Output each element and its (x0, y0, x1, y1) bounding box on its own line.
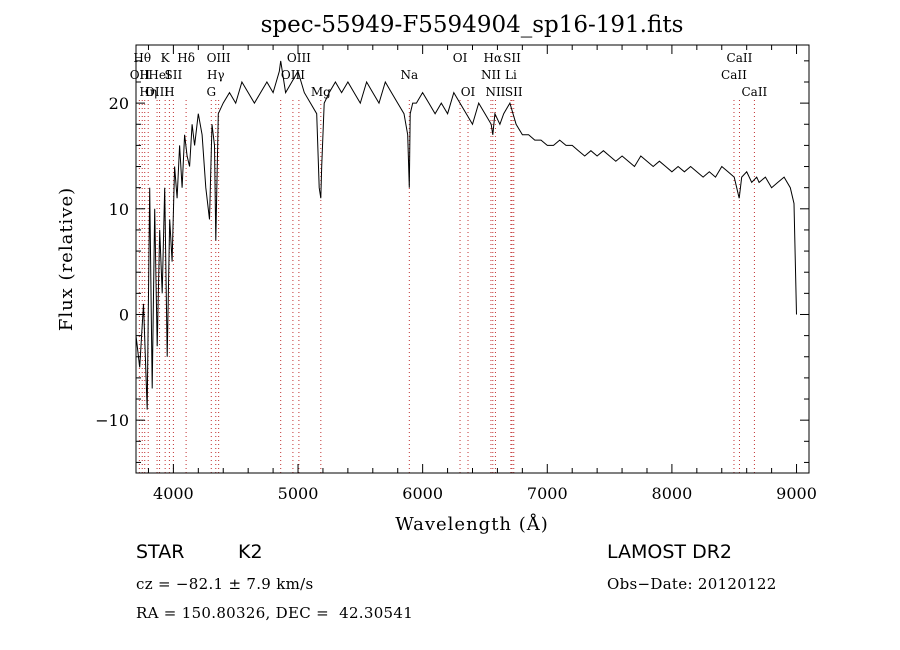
y-axis-label: Flux (relative) (56, 187, 77, 331)
line-label: Hη (139, 85, 157, 99)
line-label: HeI (148, 68, 171, 82)
line-label: G (206, 85, 216, 99)
line-label: NII (481, 68, 501, 82)
line-label: OII (130, 68, 150, 82)
line-label: H (139, 68, 149, 82)
line-label: NII (485, 85, 505, 99)
line-label: OIII (207, 51, 231, 65)
line-label: OI (453, 51, 468, 65)
line-label: H (164, 85, 174, 99)
x-tick-label: 6000 (402, 484, 443, 503)
x-axis: 4000 5000 6000 7000 8000 9000 (147, 45, 817, 503)
line-label: SII (165, 68, 183, 82)
redshift-text: cz = −82.1 ± 7.9 km/s (136, 575, 314, 593)
line-label: OIII (281, 68, 305, 82)
x-axis-label: Wavelength (Å) (395, 513, 549, 535)
line-label: K (161, 51, 171, 65)
x-tick-label: 9000 (776, 484, 817, 503)
line-label: Hδ (177, 51, 195, 65)
object-subclass: K2 (238, 541, 263, 563)
line-label: Mg (311, 85, 331, 99)
line-label: OIII (287, 51, 311, 65)
y-tick-label: −10 (95, 411, 129, 430)
line-label: Hγ (207, 68, 225, 82)
line-label: OI (461, 85, 476, 99)
line-markers (138, 100, 755, 473)
y-tick-label: 10 (109, 200, 129, 219)
x-tick-label: 5000 (278, 484, 319, 503)
line-label: SII (503, 51, 521, 65)
x-tick-label: 8000 (652, 484, 693, 503)
survey-label: LAMOST DR2 (607, 541, 732, 563)
line-label: Hθ (133, 51, 151, 65)
obs-date-text: Obs−Date: 20120122 (607, 575, 777, 593)
x-tick-label: 7000 (527, 484, 568, 503)
line-label: Hα (484, 51, 503, 65)
line-label: OIII (145, 85, 169, 99)
y-tick-label: 20 (109, 94, 129, 113)
line-label: Na (400, 68, 418, 82)
object-class: STAR (136, 541, 185, 563)
line-label: Li (505, 68, 517, 82)
line-labels: OIIHθHHηOIIIHeIKHSIIHδGHγOIIIOIIIOIIIMgN… (130, 51, 768, 99)
chart-title: spec-55949-F5594904_sp16-191.fits (261, 12, 684, 38)
x-tick-label: 4000 (153, 484, 194, 503)
spectrum-line (135, 60, 797, 410)
plot-frame (135, 44, 810, 474)
line-label: CaII (721, 68, 747, 82)
line-label: CaII (741, 85, 767, 99)
line-label: CaII (727, 51, 753, 65)
y-tick-label: 0 (119, 305, 129, 324)
coordinates-text: RA = 150.80326, DEC = 42.30541 (136, 604, 414, 622)
line-label: SII (505, 85, 523, 99)
y-axis: −10 0 10 20 (95, 60, 809, 463)
